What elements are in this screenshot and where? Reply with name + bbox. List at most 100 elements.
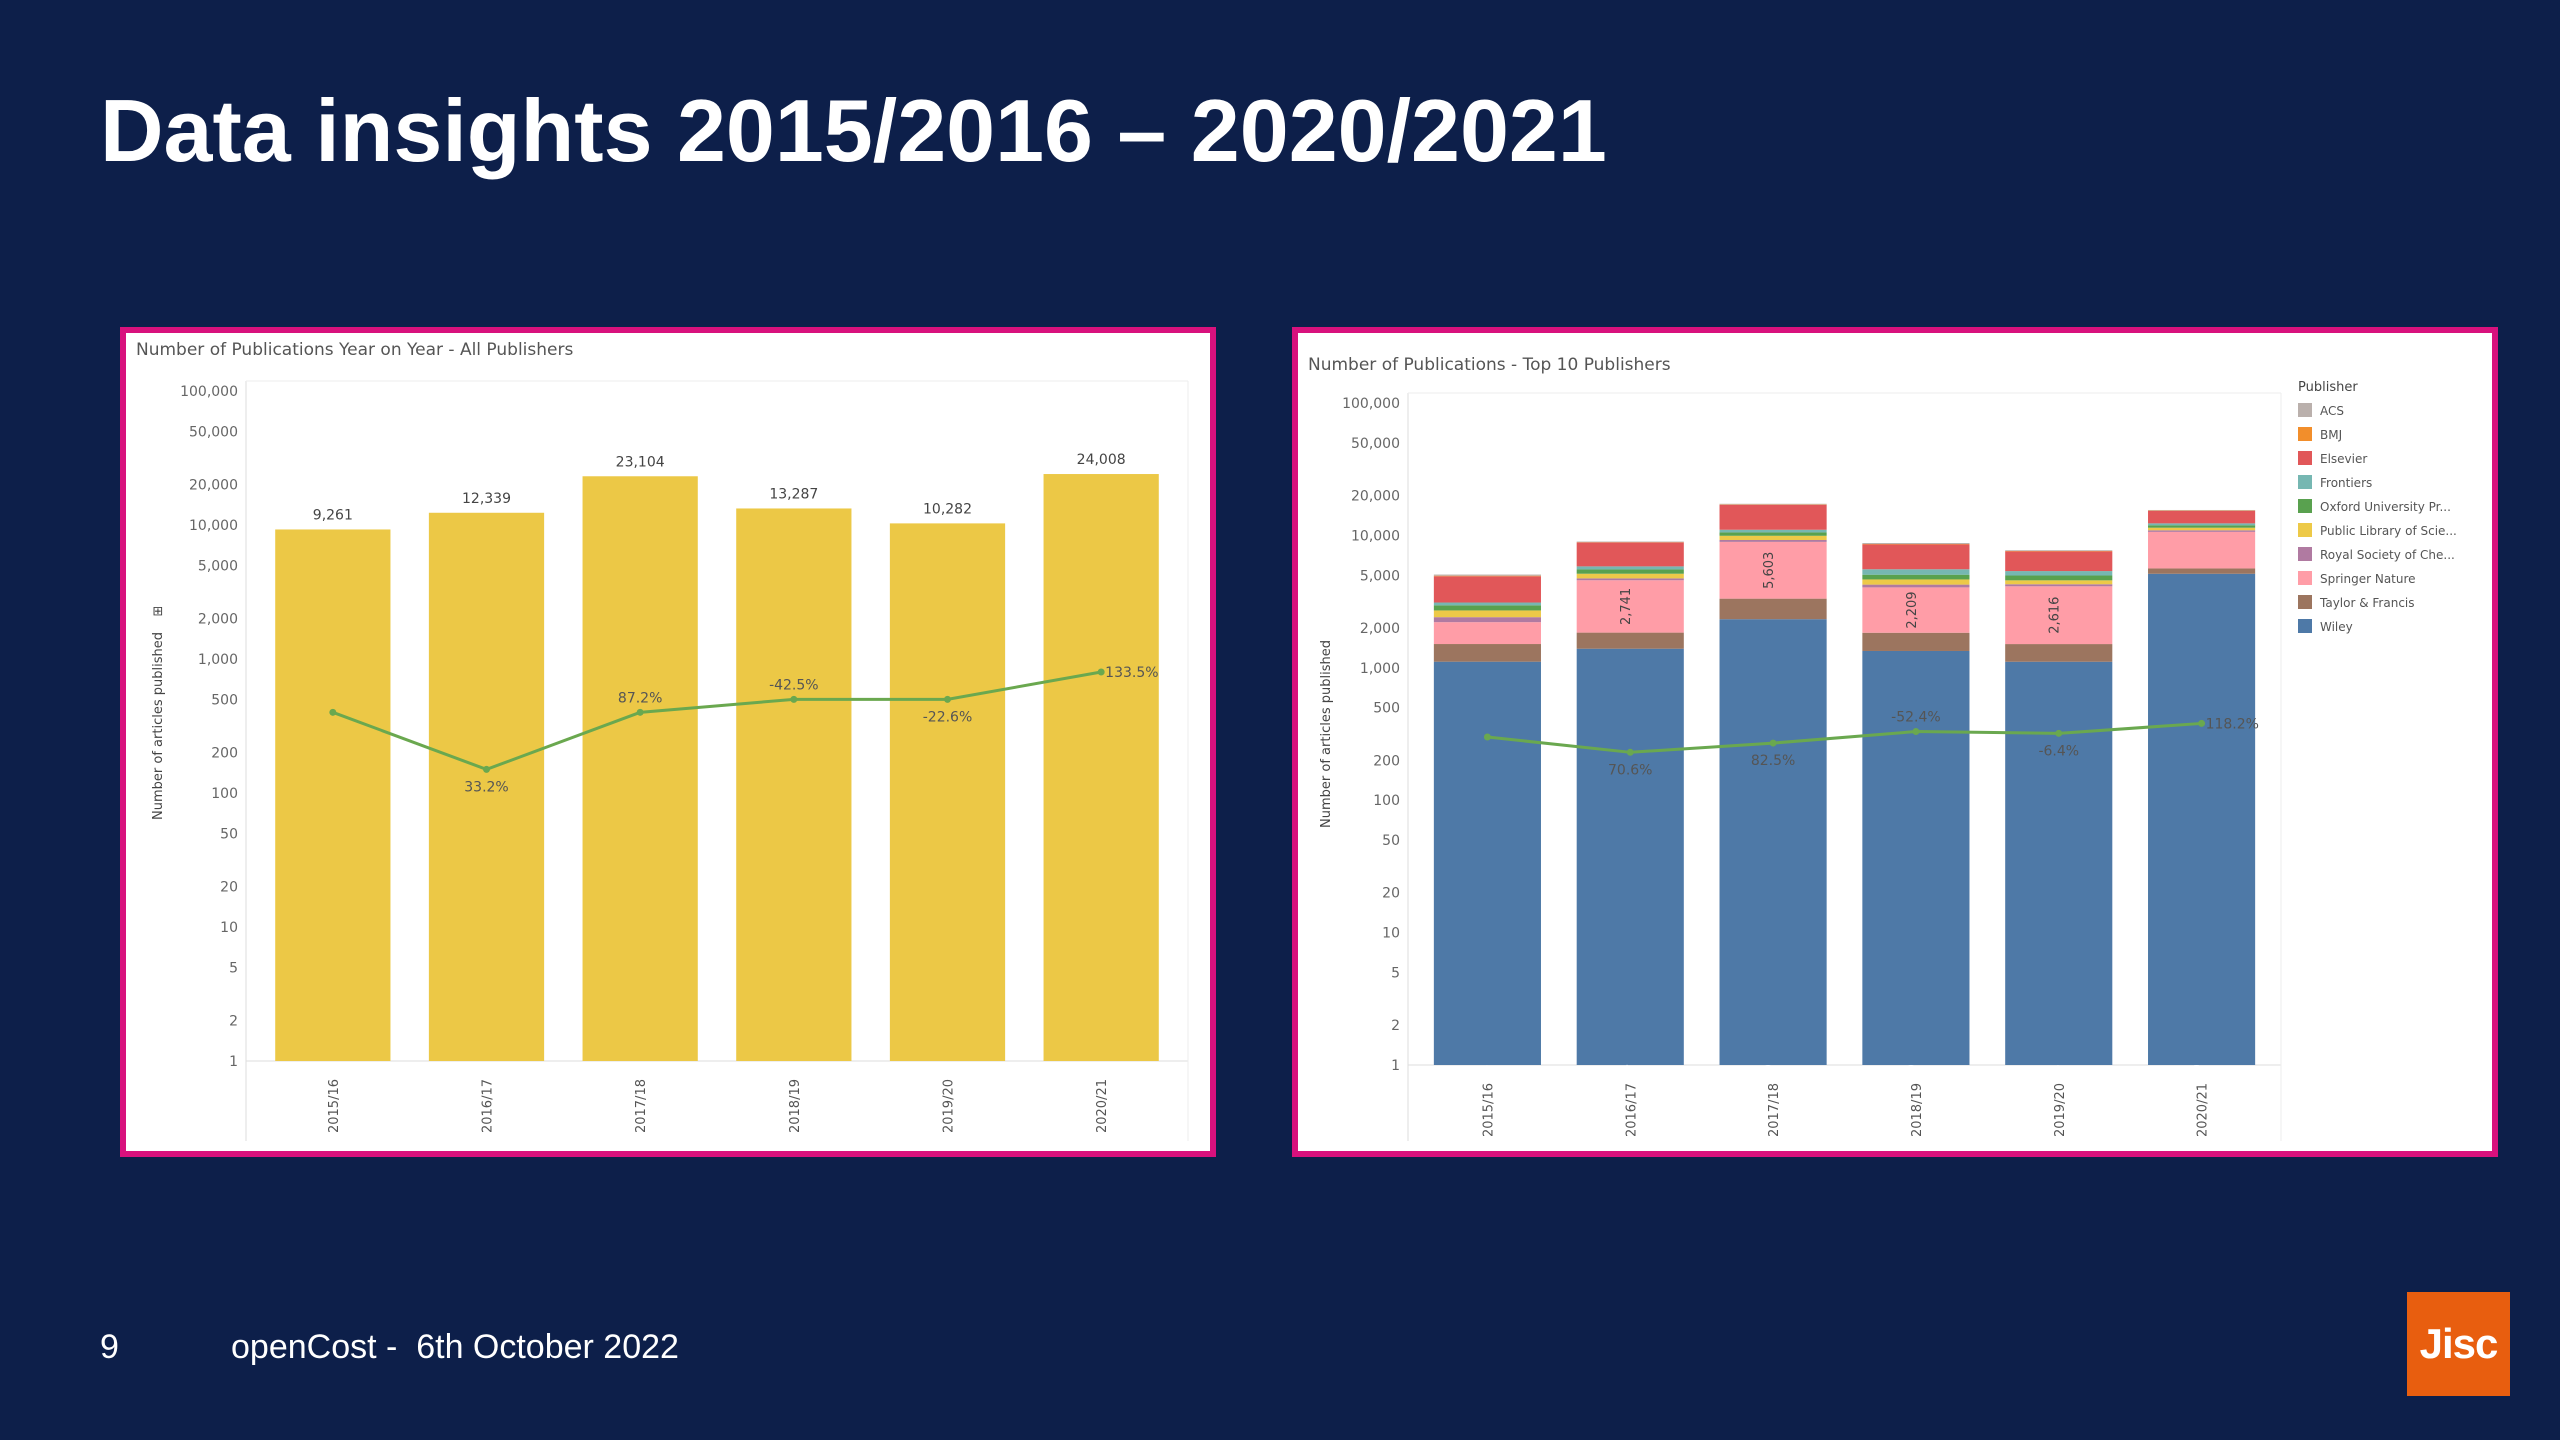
bar-value-label: 5,603 xyxy=(1762,552,1777,589)
bar-segment xyxy=(1862,574,1970,580)
legend-swatch xyxy=(2298,427,2312,441)
bar-segment xyxy=(1433,575,1541,577)
bar-segment xyxy=(1719,504,1827,530)
growth-label: -22.6% xyxy=(923,709,973,725)
y-tick-label: 50,000 xyxy=(1351,436,1400,452)
legend-swatch xyxy=(2298,619,2312,633)
chart-title: Number of Publications Year on Year - Al… xyxy=(136,340,573,360)
bar-segment xyxy=(1862,579,1970,585)
bar-segment xyxy=(2005,550,2113,551)
bar-segment xyxy=(1433,644,1541,662)
y-tick-label: 100 xyxy=(1373,793,1400,809)
y-tick-label: 1,000 xyxy=(198,652,238,668)
bar-value-label: 2,741 xyxy=(1619,588,1634,625)
bar-segment xyxy=(2005,575,2113,581)
bar-value-label: 12,339 xyxy=(462,491,511,507)
legend-swatch xyxy=(2298,595,2312,609)
growth-label: -42.5% xyxy=(769,677,819,693)
bar-value-label: 2,209 xyxy=(1905,591,1920,628)
bar-value-label: 1,112 xyxy=(1476,1064,1491,1101)
legend-label: Wiley xyxy=(2320,620,2353,634)
chart-all-publishers: Number of Publications Year on Year - Al… xyxy=(136,340,1189,1141)
growth-point xyxy=(2055,729,2063,737)
bar-segment xyxy=(1576,648,1684,1065)
y-tick-label: 1 xyxy=(229,1054,238,1070)
bar xyxy=(736,508,852,1061)
chart-title: Number of Publications - Top 10 Publishe… xyxy=(1308,355,1671,375)
bar-value-label: 1,340 xyxy=(1905,1064,1920,1101)
growth-label: 87.2% xyxy=(618,690,662,706)
bar-segment xyxy=(1719,503,1827,505)
x-tick-label: 2018/19 xyxy=(1910,1083,1925,1137)
legend-swatch xyxy=(2298,571,2312,585)
bar xyxy=(582,476,698,1061)
bar-value-label: 24,008 xyxy=(1077,452,1126,468)
y-tick-label: 20,000 xyxy=(189,478,238,494)
bar-segment xyxy=(1576,573,1684,579)
x-tick-label: 2019/20 xyxy=(2053,1083,2068,1137)
growth-label: -6.4% xyxy=(2038,743,2079,759)
growth-point xyxy=(1626,748,1634,756)
legend-swatch xyxy=(2298,451,2312,465)
legend-label: Taylor & Francis xyxy=(2319,596,2415,610)
legend-label: Public Library of Scie... xyxy=(2320,524,2457,538)
growth-line xyxy=(332,670,1102,772)
bar-segment xyxy=(2148,530,2256,532)
bar-segment xyxy=(1433,576,1541,603)
bar-segment xyxy=(2005,586,2113,645)
chart-top10-publishers: Number of Publications - Top 10 Publishe… xyxy=(1308,355,2457,1141)
y-tick-label: 5 xyxy=(1391,965,1400,981)
y-tick-label: 1 xyxy=(1391,1058,1400,1074)
bar-segment xyxy=(2005,551,2113,572)
y-tick-label: 200 xyxy=(211,746,238,762)
chart-panel-top10-publishers: Number of Publications - Top 10 Publishe… xyxy=(1292,327,2498,1157)
x-tick-label: 2020/21 xyxy=(1095,1079,1110,1133)
bar-segment xyxy=(1576,569,1684,574)
bar-segment xyxy=(1862,587,1970,633)
growth-point xyxy=(636,708,644,716)
y-tick-label: 10,000 xyxy=(1351,528,1400,544)
growth-point xyxy=(944,695,951,703)
bar-segment xyxy=(2148,510,2256,524)
y-tick-label: 500 xyxy=(1373,701,1400,717)
y-tick-label: 20 xyxy=(220,880,238,896)
legend-label: Elsevier xyxy=(2320,452,2367,466)
y-axis-label: Number of articles published xyxy=(151,632,166,820)
y-tick-label: 100,000 xyxy=(1342,396,1400,412)
bar-segment xyxy=(1433,605,1541,611)
growth-label: 33.2% xyxy=(464,779,508,795)
legend-swatch xyxy=(2298,475,2312,489)
bar-value-label: 5,130 xyxy=(2191,1064,2206,1101)
bar-segment xyxy=(2005,580,2113,585)
bar xyxy=(275,529,391,1061)
bar-segment xyxy=(2148,531,2256,569)
y-tick-label: 500 xyxy=(211,692,238,708)
legend-label: Royal Society of Che... xyxy=(2320,548,2455,562)
y-tick-label: 50 xyxy=(220,826,238,842)
bar-segment xyxy=(1719,619,1827,1065)
growth-label: 118.2% xyxy=(2206,716,2259,732)
growth-label: 82.5% xyxy=(1751,753,1795,769)
y-tick-label: 100 xyxy=(211,786,238,802)
x-tick-label: 2017/18 xyxy=(634,1079,649,1133)
x-tick-label: 2020/21 xyxy=(2196,1083,2211,1137)
x-tick-label: 2016/17 xyxy=(1624,1083,1639,1137)
bar-value-label: 1,111 xyxy=(2048,1064,2063,1101)
footer-text: openCost - 6th October 2022 xyxy=(231,1328,679,1366)
y-tick-label: 1,000 xyxy=(1360,661,1400,677)
growth-line xyxy=(1487,721,2202,754)
y-tick-label: 20 xyxy=(1382,886,1400,902)
y-tick-label: 50,000 xyxy=(189,424,238,440)
y-tick-label: 10 xyxy=(1382,926,1400,942)
bar-value-label: 1,394 xyxy=(1619,1064,1634,1101)
bar-segment xyxy=(1433,574,1541,576)
legend-label: BMJ xyxy=(2320,428,2342,442)
bar-segment xyxy=(1433,617,1541,623)
y-axis-label: Number of articles published xyxy=(1319,640,1334,828)
growth-label: 133.5% xyxy=(1105,665,1158,681)
growth-point xyxy=(1097,668,1105,676)
bar-segment xyxy=(1719,598,1827,620)
bar-segment xyxy=(1576,578,1684,581)
x-tick-label: 2015/16 xyxy=(1481,1083,1496,1137)
growth-point xyxy=(483,765,490,773)
